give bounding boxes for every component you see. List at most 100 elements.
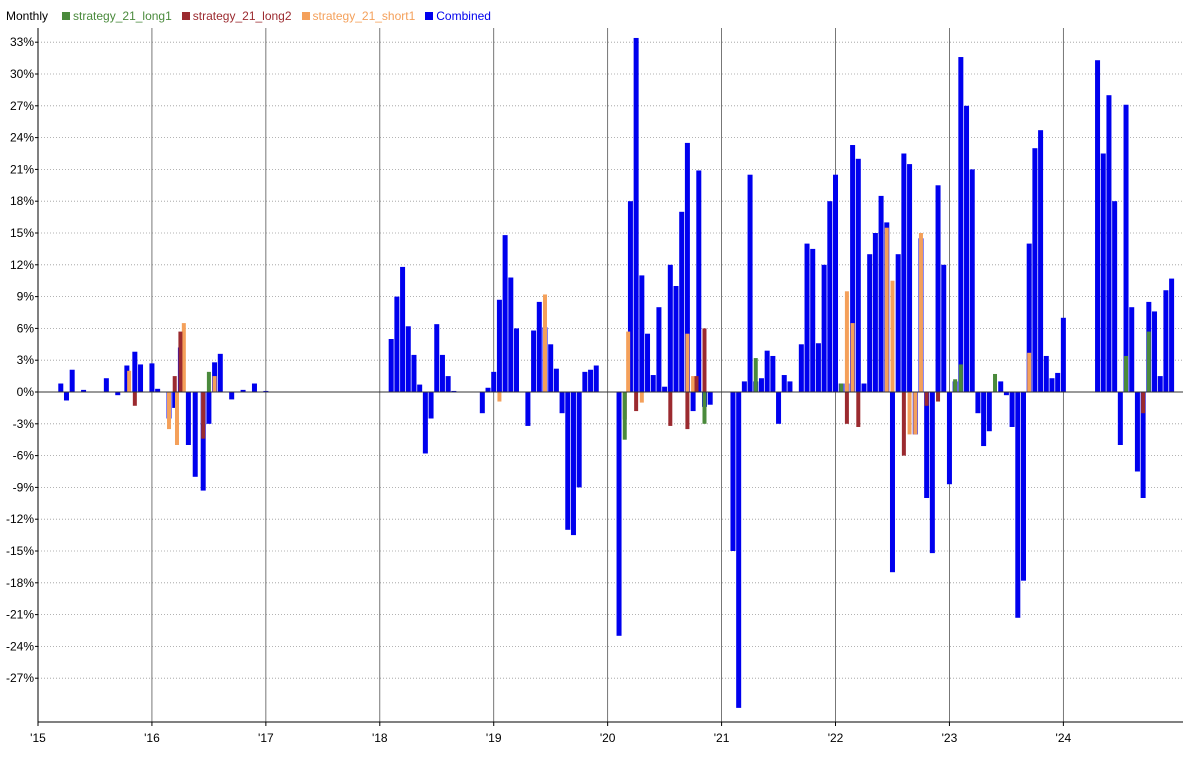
bar-strategy-21-long2 xyxy=(901,392,906,456)
bar-strategy-21-long1 xyxy=(622,392,627,440)
bar-strategy-21-long2 xyxy=(924,392,929,406)
bar-combined xyxy=(1163,290,1169,392)
bar-combined xyxy=(1123,104,1129,393)
bar-combined xyxy=(986,392,992,432)
bar-combined xyxy=(850,145,856,392)
bar-strategy-21-long1 xyxy=(953,379,958,392)
bar-combined xyxy=(582,371,588,392)
bar-combined xyxy=(405,326,411,392)
bar-strategy-21-long1 xyxy=(839,383,844,392)
bar-combined xyxy=(627,201,633,392)
x-tick-label: '16 xyxy=(144,731,160,745)
bar-combined xyxy=(747,174,753,392)
x-tick-label: '24 xyxy=(1056,731,1072,745)
bar-combined xyxy=(451,390,457,392)
x-tick-label: '20 xyxy=(600,731,616,745)
legend-item-combined[interactable]: Combined xyxy=(425,9,491,23)
bar-combined xyxy=(1152,311,1158,392)
bar-strategy-21-long1 xyxy=(206,371,211,392)
bar-combined xyxy=(684,142,690,392)
legend-item-short1[interactable]: strategy_21_short1 xyxy=(301,9,415,23)
bar-combined xyxy=(149,363,155,392)
bar-combined xyxy=(781,375,787,392)
legend-label-combined: Combined xyxy=(436,9,491,23)
bar-combined xyxy=(124,365,130,392)
bar-strategy-21-long2 xyxy=(178,331,183,392)
bar-combined xyxy=(417,384,423,392)
bar-strategy-21-long2 xyxy=(844,392,849,424)
bar-combined xyxy=(1015,392,1021,618)
bar-combined xyxy=(833,174,839,392)
bar-strategy-21-long1 xyxy=(1124,355,1129,392)
bar-combined xyxy=(787,381,793,392)
bar-combined xyxy=(155,388,161,392)
bar-combined xyxy=(929,392,935,554)
bar-combined xyxy=(1043,355,1049,392)
legend-item-long2[interactable]: strategy_21_long2 xyxy=(181,9,292,23)
bar-combined xyxy=(1055,372,1061,392)
bar-strategy-21-short1 xyxy=(913,392,918,435)
bar-combined xyxy=(508,277,514,392)
bar-combined xyxy=(525,392,531,426)
bar-combined xyxy=(185,392,191,445)
bar-strategy-21-long1 xyxy=(702,392,707,424)
bar-combined xyxy=(502,235,508,392)
bar-combined xyxy=(400,266,406,392)
bar-strategy-21-long2 xyxy=(172,376,177,392)
y-tick-label: -9% xyxy=(13,480,35,494)
bar-combined xyxy=(656,307,662,392)
y-tick-label: 0% xyxy=(17,385,35,399)
bar-combined xyxy=(1038,130,1044,392)
bar-strategy-21-short1 xyxy=(691,376,696,392)
bar-combined xyxy=(810,248,816,392)
bar-combined xyxy=(1026,243,1032,392)
bar-combined xyxy=(1157,376,1163,392)
bar-combined xyxy=(422,392,428,454)
bar-combined xyxy=(998,381,1004,392)
bar-combined xyxy=(907,164,913,392)
bar-combined xyxy=(570,392,576,536)
bar-combined xyxy=(1095,60,1101,392)
bar-combined xyxy=(616,392,622,636)
legend-label-long1: strategy_21_long1 xyxy=(73,9,172,23)
y-tick-label: 6% xyxy=(17,321,35,335)
bar-strategy-21-long2 xyxy=(668,392,673,426)
legend-item-long1[interactable]: strategy_21_long1 xyxy=(62,9,172,23)
bar-combined xyxy=(872,233,878,392)
bar-strategy-21-short1 xyxy=(639,392,644,403)
bar-combined xyxy=(496,299,502,392)
bar-strategy-21-long2 xyxy=(634,392,639,412)
bar-combined xyxy=(901,153,907,392)
y-tick-label: 3% xyxy=(17,353,35,367)
bar-combined xyxy=(770,355,776,392)
bar-combined xyxy=(804,243,810,392)
bar-combined xyxy=(1112,201,1118,392)
bar-combined xyxy=(673,286,679,392)
bar-combined xyxy=(758,378,764,392)
bar-combined xyxy=(861,383,867,392)
y-tick-label: 33% xyxy=(10,35,34,49)
bar-combined xyxy=(1100,153,1106,392)
bar-strategy-21-short1 xyxy=(626,331,631,392)
period-selector[interactable]: Monthly xyxy=(6,9,49,23)
bar-combined xyxy=(103,378,109,392)
y-tick-label: 30% xyxy=(10,67,34,81)
x-tick-label: '19 xyxy=(486,731,502,745)
bar-combined xyxy=(878,195,884,392)
bar-combined xyxy=(115,392,121,396)
bar-combined xyxy=(485,387,491,392)
x-tick-label: '22 xyxy=(828,731,844,745)
bar-combined xyxy=(172,392,178,408)
bar-combined xyxy=(667,264,673,392)
bar-combined xyxy=(696,170,702,392)
bar-combined xyxy=(1009,392,1015,427)
legend-swatch-long1 xyxy=(62,12,71,20)
bar-strategy-21-long1 xyxy=(993,373,998,392)
bar-combined xyxy=(553,368,559,392)
bar-combined xyxy=(958,57,964,392)
bar-combined xyxy=(559,392,565,414)
y-tick-label: -18% xyxy=(6,576,34,590)
bar-combined xyxy=(229,392,235,400)
x-tick-label: '18 xyxy=(372,731,388,745)
